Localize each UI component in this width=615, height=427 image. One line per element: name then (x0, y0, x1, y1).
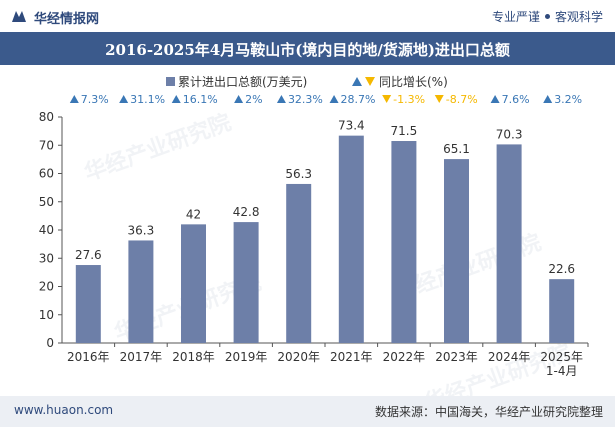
slogan-left: 专业严谨 (491, 10, 540, 24)
y-tick-label: 40 (39, 223, 54, 237)
x-tick-label: 2024年 (488, 350, 531, 364)
bar-9 (549, 279, 575, 343)
growth-down-triangle-icon (382, 95, 392, 103)
y-tick-label: 10 (39, 308, 54, 322)
growth-label: 28.7% (341, 93, 376, 106)
bar-chart: 累计进出口总额(万美元) 同比增长(%) 0 10 20 30 40 50 60 70 80 27.6… (39, 75, 589, 378)
x-tick-label: 2022年 (383, 350, 426, 364)
bar-value-label: 70.3 (496, 127, 523, 141)
bar-1 (128, 240, 154, 343)
growth-label: 7.3% (81, 93, 109, 106)
x-tick-label: 2025年 (540, 350, 583, 364)
slogan: 专业严谨 客观科学 (492, 8, 603, 25)
bar-value-label: 73.4 (338, 119, 365, 133)
growth-up-triangle-icon (69, 95, 79, 103)
legend-growth-label: 同比增长(%) (379, 75, 448, 89)
title-bar: 2016-2025年4月马鞍山市(境内目的地/货源地)进出口总额 (0, 32, 615, 65)
growth-label: 31.1% (130, 93, 165, 106)
legend-bar-swatch (166, 77, 175, 86)
x-tick-label: 2019年 (225, 350, 268, 364)
growth-up-triangle-icon (276, 95, 286, 103)
bar-2 (181, 224, 206, 343)
growth-label: 16.1% (183, 93, 218, 106)
y-tick-label: 20 (39, 280, 54, 294)
x-tick-label: 2020年 (277, 350, 320, 364)
x-tick-label: 2018年 (172, 350, 215, 364)
y-tick-label: 30 (39, 251, 54, 265)
legend-up-triangle-icon (352, 77, 362, 86)
growth-up-triangle-icon (543, 95, 553, 103)
legend-bar-label: 累计进出口总额(万美元) (178, 75, 307, 89)
growth-up-triangle-icon (234, 95, 244, 103)
growth-up-triangle-icon (329, 95, 339, 103)
growth-down-triangle-icon (434, 95, 444, 103)
legend-down-triangle-icon (365, 77, 375, 86)
growth-label: 2% (245, 93, 262, 106)
brand-name: 华经情报网 (34, 12, 100, 27)
bar-6 (391, 141, 417, 343)
x-tick-label: 2017年 (120, 350, 163, 364)
x-tick-label: 2023年 (435, 350, 478, 364)
bar-value-label: 22.6 (548, 262, 575, 276)
x-tick-label: 1-4月 (546, 364, 578, 378)
growth-up-triangle-icon (490, 95, 500, 103)
bar-value-label: 42 (186, 207, 201, 221)
y-tick-label: 70 (39, 138, 54, 152)
y-tick-label: 80 (39, 110, 54, 124)
bar-value-label: 71.5 (391, 124, 418, 138)
bar-3 (233, 222, 259, 343)
growth-label: 3.2% (554, 93, 582, 106)
slogan-dot-icon (544, 14, 550, 19)
bar-value-label: 65.1 (443, 142, 470, 156)
chart-title: 2016-2025年4月马鞍山市(境内目的地/货源地)进出口总额 (105, 41, 510, 59)
top-bar: 华经情报网 专业严谨 客观科学 (0, 0, 615, 32)
growth-label: 32.3% (288, 93, 323, 106)
y-tick-label: 0 (46, 336, 54, 350)
growth-label: 7.6% (502, 93, 530, 106)
footer-source: 数据来源：中国海关，华经产业研究院整理 (374, 405, 603, 419)
bar-0 (75, 265, 101, 343)
bar-value-label: 56.3 (285, 167, 312, 181)
bar-4 (286, 183, 312, 343)
growth-up-triangle-icon (171, 95, 181, 103)
bar-value-label: 42.8 (233, 205, 260, 219)
footer-site: www.huaon.com (14, 403, 114, 417)
bar-8 (496, 144, 522, 343)
bar-value-label: 36.3 (128, 223, 155, 237)
x-tick-label: 2021年 (330, 350, 373, 364)
huajing-logo-icon (12, 11, 26, 22)
growth-label: -1.3% (393, 93, 425, 106)
y-tick-label: 60 (39, 167, 54, 181)
bar-value-label: 27.6 (75, 248, 102, 262)
footer: www.huaon.com 数据来源：中国海关，华经产业研究院整理 (0, 396, 615, 427)
x-tick-label: 2016年 (67, 350, 110, 364)
y-tick-label: 50 (39, 195, 54, 209)
bar-5 (338, 135, 364, 343)
growth-up-triangle-icon (119, 95, 129, 103)
slogan-right: 客观科学 (554, 10, 603, 24)
bar-7 (444, 159, 469, 343)
growth-label: -8.7% (446, 93, 478, 106)
